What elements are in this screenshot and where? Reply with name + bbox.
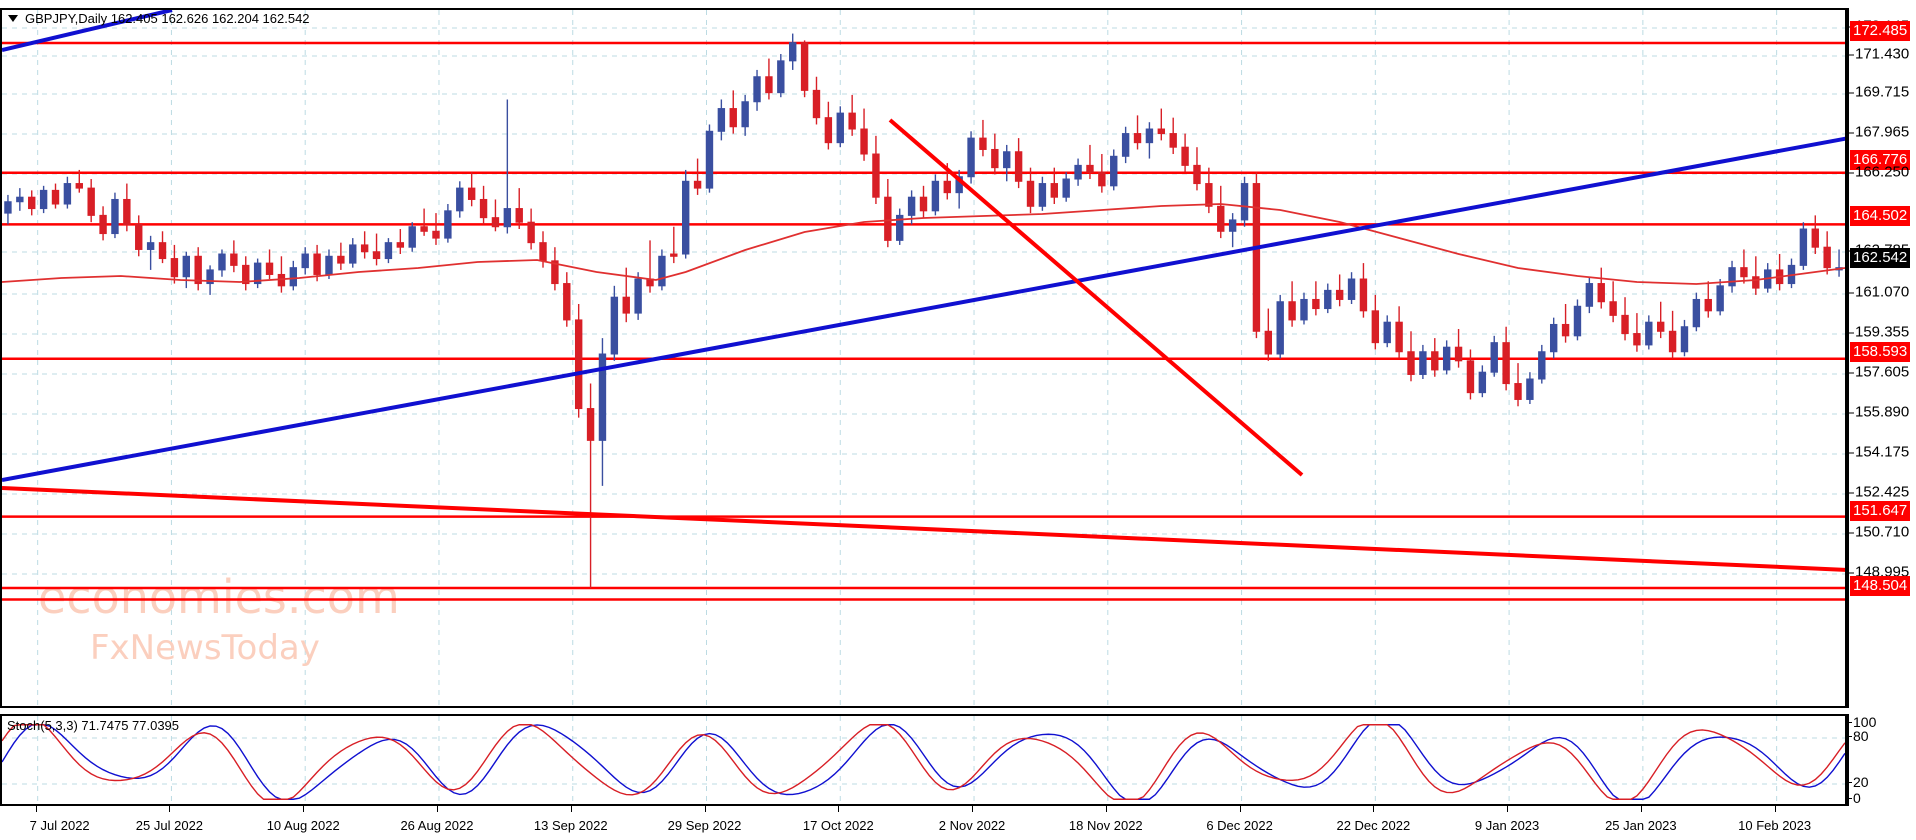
price-axis-tick: 150.710 bbox=[1848, 523, 1910, 541]
date-axis-tick-mark bbox=[1507, 806, 1509, 812]
price-axis-tick: 157.605 bbox=[1848, 363, 1910, 381]
stochastic-axis-tick: 0 bbox=[1849, 790, 1861, 806]
date-axis-label: 2 Nov 2022 bbox=[938, 818, 1006, 833]
chart-symbol-header: GBPJPY,Daily 162.405 162.626 162.204 162… bbox=[8, 11, 310, 26]
price-level-badge: 158.593 bbox=[1850, 342, 1911, 362]
price-axis-tick: 152.425 bbox=[1848, 483, 1910, 501]
date-axis-tick-mark bbox=[1105, 806, 1107, 812]
date-axis-label: 25 Jul 2022 bbox=[135, 818, 204, 833]
date-axis-label: 9 Jan 2023 bbox=[1474, 818, 1540, 833]
triangle-down-icon[interactable] bbox=[8, 15, 18, 22]
price-level-badge: 166.776 bbox=[1850, 150, 1911, 170]
price-axis-tick: 155.890 bbox=[1848, 403, 1910, 421]
stochastic-panel[interactable]: Stoch(5,3,3) 71.7475 77.0395 bbox=[0, 714, 1847, 806]
current-price-badge: 162.542 bbox=[1850, 248, 1911, 268]
price-axis-tick: 171.430 bbox=[1848, 45, 1910, 63]
price-axis-tick: 167.965 bbox=[1848, 123, 1910, 141]
date-axis-label: 10 Aug 2022 bbox=[266, 818, 340, 833]
date-axis-label: 26 Aug 2022 bbox=[400, 818, 474, 833]
date-axis-tick-mark bbox=[972, 806, 974, 812]
stochastic-axis-tick: 20 bbox=[1849, 774, 1869, 790]
price-axis[interactable]: 173.145172.485171.430169.715167.965166.7… bbox=[1847, 8, 1916, 708]
price-axis-tick: 161.070 bbox=[1848, 283, 1910, 301]
date-axis-tick-mark bbox=[303, 806, 305, 812]
date-axis[interactable]: 7 Jul 2022 25 Jul 2022 10 Aug 2022 26 Aug 2… bbox=[0, 806, 1916, 840]
date-axis-label: 13 Sep 2022 bbox=[533, 818, 608, 833]
date-axis-tick-mark bbox=[1239, 806, 1241, 812]
stochastic-axis-tick: 100 bbox=[1848, 714, 1877, 730]
date-axis-label: 25 Jan 2023 bbox=[1605, 818, 1677, 833]
date-axis-tick-mark bbox=[169, 806, 171, 812]
date-axis-label: 7 Jul 2022 bbox=[29, 818, 90, 833]
price-axis-tick: 154.175 bbox=[1848, 443, 1910, 461]
date-axis-tick-mark bbox=[35, 806, 37, 812]
stochastic-axis: 100 80 20 0 bbox=[1847, 714, 1916, 806]
price-grid bbox=[2, 10, 1845, 706]
date-axis-tick-mark bbox=[838, 806, 840, 812]
date-axis-tick-mark bbox=[1774, 806, 1776, 812]
stochastic-axis-tick: 80 bbox=[1849, 728, 1869, 744]
date-axis-tick-mark bbox=[570, 806, 572, 812]
date-axis-tick-mark bbox=[1373, 806, 1375, 812]
price-level-badge: 164.502 bbox=[1850, 206, 1911, 226]
price-level-badge: 151.647 bbox=[1850, 501, 1911, 521]
date-axis-label: 6 Dec 2022 bbox=[1206, 818, 1273, 833]
stochastic-series-layer bbox=[2, 724, 1845, 800]
stochastic-grid bbox=[2, 716, 1845, 804]
date-axis-tick-mark bbox=[436, 806, 438, 812]
date-axis-tick-mark bbox=[1640, 806, 1642, 812]
price-axis-tick: 169.715 bbox=[1848, 83, 1910, 101]
price-level-badge: 172.485 bbox=[1850, 21, 1911, 41]
price-level-badge: 148.504 bbox=[1850, 576, 1911, 596]
date-axis-label: 10 Feb 2023 bbox=[1738, 818, 1812, 833]
price-axis-tick: 159.355 bbox=[1848, 323, 1910, 341]
stochastic-label: Stoch(5,3,3) 71.7475 77.0395 bbox=[7, 718, 180, 733]
date-axis-label: 29 Sep 2022 bbox=[667, 818, 742, 833]
date-axis-label: 22 Dec 2022 bbox=[1336, 818, 1411, 833]
date-axis-tick-mark bbox=[704, 806, 706, 812]
symbol-quote-label: GBPJPY,Daily 162.405 162.626 162.204 162… bbox=[25, 11, 310, 26]
date-axis-label: 17 Oct 2022 bbox=[802, 818, 874, 833]
price-chart-panel[interactable]: economies.com FxNewsToday GBPJPY,Daily 1… bbox=[0, 8, 1847, 708]
price-axis-tick: 166.250 bbox=[1848, 163, 1910, 181]
price-series-layer bbox=[2, 10, 1845, 601]
date-axis-label: 18 Nov 2022 bbox=[1068, 818, 1143, 833]
